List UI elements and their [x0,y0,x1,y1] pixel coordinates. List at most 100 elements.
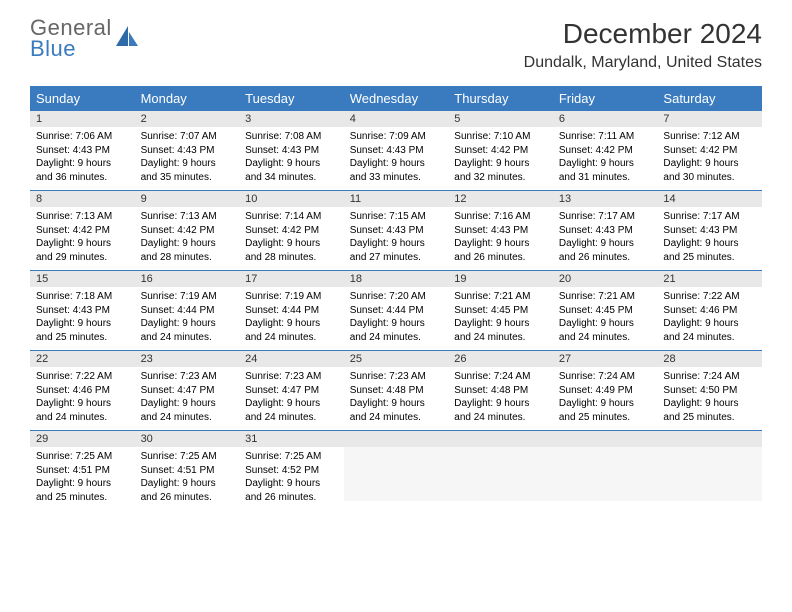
logo-text-blue: Blue [30,39,112,60]
sunrise-line: Sunrise: 7:18 AM [36,290,129,304]
calendar-day-cell: 31Sunrise: 7:25 AMSunset: 4:52 PMDayligh… [239,431,344,510]
sunrise-line: Sunrise: 7:23 AM [141,370,234,384]
day-body: Sunrise: 7:14 AMSunset: 4:42 PMDaylight:… [239,207,344,270]
daylight-line: Daylight: 9 hours and 34 minutes. [245,157,338,184]
sunset-line: Sunset: 4:44 PM [350,304,443,318]
sunrise-line: Sunrise: 7:19 AM [141,290,234,304]
calendar-day-cell: 25Sunrise: 7:23 AMSunset: 4:48 PMDayligh… [344,351,449,430]
calendar-day-cell: 3Sunrise: 7:08 AMSunset: 4:43 PMDaylight… [239,111,344,190]
calendar-day-cell: 11Sunrise: 7:15 AMSunset: 4:43 PMDayligh… [344,191,449,270]
day-number: 19 [448,271,553,287]
sunrise-line: Sunrise: 7:19 AM [245,290,338,304]
sunrise-line: Sunrise: 7:07 AM [141,130,234,144]
day-number [344,431,449,447]
location-text: Dundalk, Maryland, United States [524,54,762,72]
sunrise-line: Sunrise: 7:13 AM [36,210,129,224]
sunset-line: Sunset: 4:43 PM [559,224,652,238]
day-number: 20 [553,271,658,287]
sunrise-line: Sunrise: 7:15 AM [350,210,443,224]
daylight-line: Daylight: 9 hours and 30 minutes. [663,157,756,184]
weekday-header-cell: Sunday [30,86,135,111]
day-body: Sunrise: 7:17 AMSunset: 4:43 PMDaylight:… [657,207,762,270]
day-body [657,447,762,501]
sunrise-line: Sunrise: 7:10 AM [454,130,547,144]
day-body: Sunrise: 7:23 AMSunset: 4:48 PMDaylight:… [344,367,449,430]
sunset-line: Sunset: 4:51 PM [36,464,129,478]
day-number: 18 [344,271,449,287]
day-body: Sunrise: 7:21 AMSunset: 4:45 PMDaylight:… [448,287,553,350]
sunset-line: Sunset: 4:44 PM [141,304,234,318]
calendar-week-row: 15Sunrise: 7:18 AMSunset: 4:43 PMDayligh… [30,271,762,351]
sunset-line: Sunset: 4:42 PM [454,144,547,158]
sunset-line: Sunset: 4:43 PM [36,144,129,158]
daylight-line: Daylight: 9 hours and 28 minutes. [141,237,234,264]
day-body: Sunrise: 7:24 AMSunset: 4:48 PMDaylight:… [448,367,553,430]
day-body: Sunrise: 7:18 AMSunset: 4:43 PMDaylight:… [30,287,135,350]
day-body: Sunrise: 7:11 AMSunset: 4:42 PMDaylight:… [553,127,658,190]
sunrise-line: Sunrise: 7:25 AM [245,450,338,464]
calendar-day-cell: 8Sunrise: 7:13 AMSunset: 4:42 PMDaylight… [30,191,135,270]
day-body: Sunrise: 7:21 AMSunset: 4:45 PMDaylight:… [553,287,658,350]
day-number: 5 [448,111,553,127]
day-number: 13 [553,191,658,207]
sunset-line: Sunset: 4:43 PM [454,224,547,238]
calendar-day-cell: 2Sunrise: 7:07 AMSunset: 4:43 PMDaylight… [135,111,240,190]
calendar-day-cell [657,431,762,510]
daylight-line: Daylight: 9 hours and 25 minutes. [36,317,129,344]
day-body: Sunrise: 7:22 AMSunset: 4:46 PMDaylight:… [30,367,135,430]
calendar-week-row: 1Sunrise: 7:06 AMSunset: 4:43 PMDaylight… [30,111,762,191]
calendar-day-cell: 6Sunrise: 7:11 AMSunset: 4:42 PMDaylight… [553,111,658,190]
calendar-week-row: 22Sunrise: 7:22 AMSunset: 4:46 PMDayligh… [30,351,762,431]
sunrise-line: Sunrise: 7:24 AM [454,370,547,384]
sunrise-line: Sunrise: 7:14 AM [245,210,338,224]
calendar-day-cell: 4Sunrise: 7:09 AMSunset: 4:43 PMDaylight… [344,111,449,190]
sunrise-line: Sunrise: 7:06 AM [36,130,129,144]
day-number [448,431,553,447]
daylight-line: Daylight: 9 hours and 26 minutes. [141,477,234,504]
sunset-line: Sunset: 4:46 PM [36,384,129,398]
day-number: 22 [30,351,135,367]
daylight-line: Daylight: 9 hours and 27 minutes. [350,237,443,264]
logo: General Blue [30,18,140,60]
calendar-day-cell: 5Sunrise: 7:10 AMSunset: 4:42 PMDaylight… [448,111,553,190]
sunrise-line: Sunrise: 7:25 AM [141,450,234,464]
sunset-line: Sunset: 4:45 PM [559,304,652,318]
day-body [553,447,658,501]
day-body: Sunrise: 7:09 AMSunset: 4:43 PMDaylight:… [344,127,449,190]
sunrise-line: Sunrise: 7:20 AM [350,290,443,304]
day-number: 29 [30,431,135,447]
weekday-header-cell: Monday [135,86,240,111]
daylight-line: Daylight: 9 hours and 36 minutes. [36,157,129,184]
day-number: 14 [657,191,762,207]
daylight-line: Daylight: 9 hours and 24 minutes. [350,397,443,424]
calendar-day-cell: 23Sunrise: 7:23 AMSunset: 4:47 PMDayligh… [135,351,240,430]
sunset-line: Sunset: 4:42 PM [559,144,652,158]
calendar-day-cell: 26Sunrise: 7:24 AMSunset: 4:48 PMDayligh… [448,351,553,430]
sunrise-line: Sunrise: 7:16 AM [454,210,547,224]
sunset-line: Sunset: 4:52 PM [245,464,338,478]
calendar-day-cell [344,431,449,510]
calendar-day-cell: 7Sunrise: 7:12 AMSunset: 4:42 PMDaylight… [657,111,762,190]
calendar-day-cell: 13Sunrise: 7:17 AMSunset: 4:43 PMDayligh… [553,191,658,270]
day-number: 7 [657,111,762,127]
sunset-line: Sunset: 4:47 PM [245,384,338,398]
weekday-header-cell: Thursday [448,86,553,111]
daylight-line: Daylight: 9 hours and 35 minutes. [141,157,234,184]
calendar-day-cell: 12Sunrise: 7:16 AMSunset: 4:43 PMDayligh… [448,191,553,270]
calendar-day-cell [553,431,658,510]
sunset-line: Sunset: 4:51 PM [141,464,234,478]
day-number: 3 [239,111,344,127]
daylight-line: Daylight: 9 hours and 24 minutes. [559,317,652,344]
calendar-day-cell: 21Sunrise: 7:22 AMSunset: 4:46 PMDayligh… [657,271,762,350]
sunset-line: Sunset: 4:43 PM [141,144,234,158]
calendar-day-cell: 22Sunrise: 7:22 AMSunset: 4:46 PMDayligh… [30,351,135,430]
day-number: 10 [239,191,344,207]
sunrise-line: Sunrise: 7:24 AM [663,370,756,384]
daylight-line: Daylight: 9 hours and 25 minutes. [663,237,756,264]
day-body: Sunrise: 7:19 AMSunset: 4:44 PMDaylight:… [135,287,240,350]
daylight-line: Daylight: 9 hours and 29 minutes. [36,237,129,264]
daylight-line: Daylight: 9 hours and 24 minutes. [454,317,547,344]
sunset-line: Sunset: 4:45 PM [454,304,547,318]
day-number [657,431,762,447]
calendar-day-cell: 18Sunrise: 7:20 AMSunset: 4:44 PMDayligh… [344,271,449,350]
